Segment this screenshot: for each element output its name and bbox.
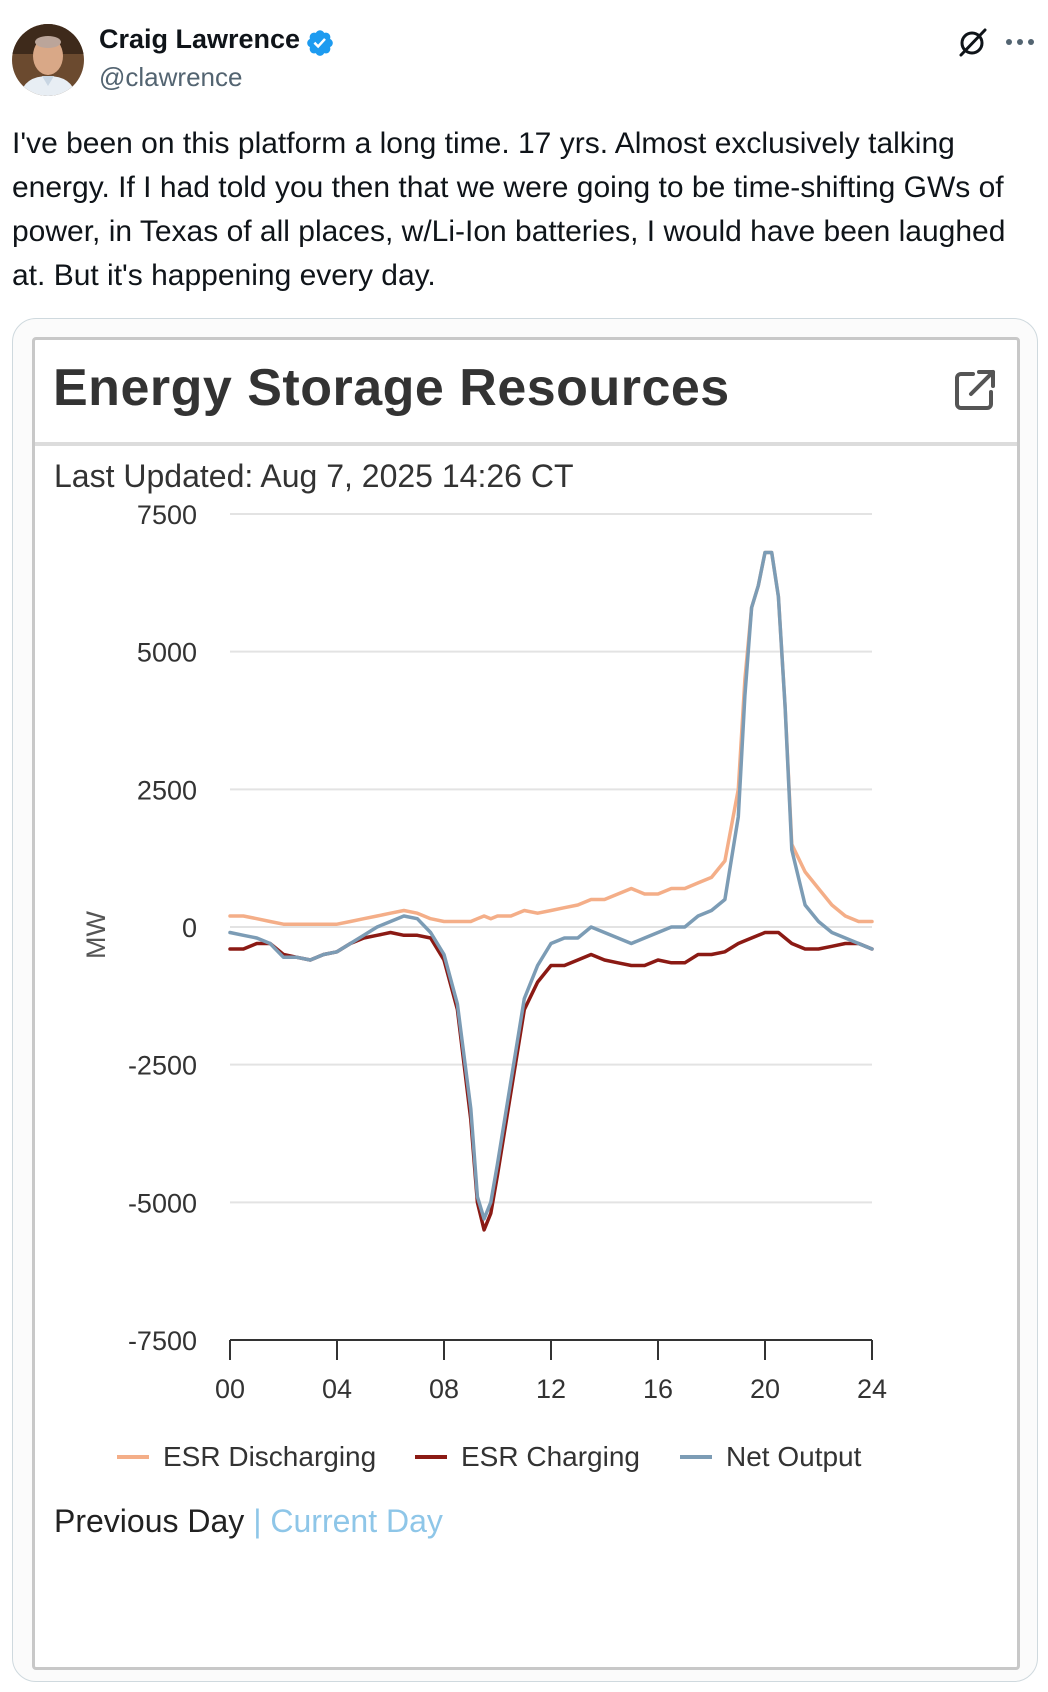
- previous-day-link[interactable]: Previous Day: [54, 1503, 245, 1539]
- series-line-esr-discharging: [228, 550, 874, 926]
- series-line-esr-charging: [228, 930, 874, 1232]
- esr-chart: 7500 5000 2500 0 -2500 -5000 -7500 MW 00 04 08 12 16…: [81, 500, 887, 1472]
- x-tick-label: 16: [643, 1374, 673, 1404]
- author-name[interactable]: Craig Lawrence: [99, 24, 301, 54]
- y-tick-label: 7500: [137, 500, 197, 530]
- current-day-link[interactable]: Current Day: [270, 1503, 443, 1539]
- media-card[interactable]: Energy Storage Resources Last Updated: A…: [12, 318, 1038, 1682]
- y-tick-label: 5000: [137, 638, 197, 668]
- y-tick-label: -2500: [128, 1051, 197, 1081]
- verified-badge-icon: [307, 30, 333, 56]
- legend-label: Net Output: [726, 1441, 862, 1472]
- author-handle[interactable]: @clawrence: [99, 62, 243, 92]
- external-link-icon[interactable]: [953, 368, 997, 412]
- y-tick-label: -5000: [128, 1188, 197, 1218]
- grok-icon[interactable]: [955, 24, 991, 60]
- tweet-text: I've been on this platform a long time. …: [12, 127, 1006, 292]
- x-tick-label: 20: [750, 1374, 780, 1404]
- avatar[interactable]: [12, 24, 84, 96]
- widget-header: Energy Storage Resources: [35, 340, 1017, 446]
- legend-label: ESR Discharging: [163, 1441, 376, 1472]
- x-tick-label: 04: [322, 1374, 352, 1404]
- y-tick-label: 2500: [137, 775, 197, 805]
- x-tick-label: 00: [215, 1374, 245, 1404]
- x-tick-label: 08: [429, 1374, 459, 1404]
- last-updated: Last Updated: Aug 7, 2025 14:26 CT: [54, 458, 574, 494]
- legend-label: ESR Charging: [461, 1441, 640, 1472]
- x-tick-label: 24: [857, 1374, 887, 1404]
- day-links: Previous Day | Current Day: [54, 1503, 443, 1540]
- ercot-widget: Energy Storage Resources Last Updated: A…: [32, 337, 1020, 1670]
- x-tick-label: 12: [536, 1374, 566, 1404]
- link-separator: |: [253, 1503, 262, 1539]
- widget-title: Energy Storage Resources: [53, 359, 730, 417]
- y-axis-title: MW: [81, 911, 111, 959]
- more-icon[interactable]: [1003, 24, 1037, 60]
- y-tick-label: 0: [182, 913, 197, 943]
- y-tick-label: -7500: [128, 1326, 197, 1356]
- series-line-net-output: [228, 550, 874, 1221]
